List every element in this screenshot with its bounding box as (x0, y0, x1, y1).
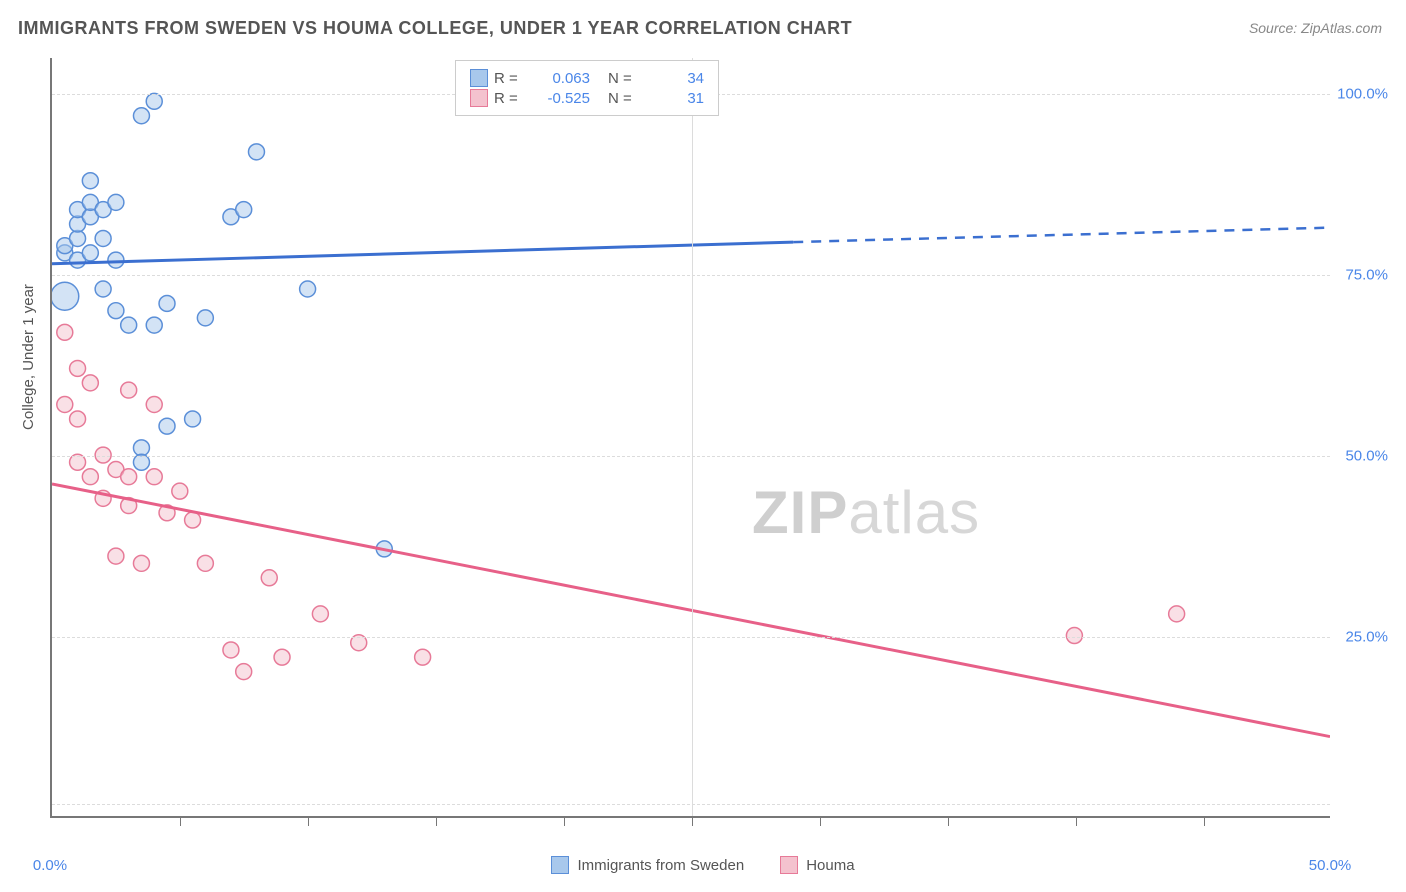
legend-n-label: N = (608, 90, 638, 107)
scatter-point (133, 555, 149, 571)
scatter-point (70, 230, 86, 246)
scatter-point (95, 447, 111, 463)
scatter-point (197, 310, 213, 326)
legend-series-label: Houma (806, 857, 854, 874)
trend-line-blue-solid (52, 242, 793, 264)
x-tick (564, 816, 565, 826)
source-label: Source: ZipAtlas.com (1249, 20, 1382, 36)
scatter-point (108, 303, 124, 319)
scatter-point (57, 324, 73, 340)
y-tick-label: 50.0% (1345, 448, 1388, 465)
scatter-point (108, 548, 124, 564)
x-tick (1076, 816, 1077, 826)
gridline-h (52, 637, 1330, 638)
x-tick (692, 816, 693, 826)
x-tick (436, 816, 437, 826)
swatch-blue (551, 856, 569, 874)
scatter-point (1066, 628, 1082, 644)
scatter-point (121, 317, 137, 333)
swatch-blue (470, 69, 488, 87)
legend-r-label: R = (494, 70, 524, 87)
scatter-point (261, 570, 277, 586)
scatter-point (274, 649, 290, 665)
plot-svg (52, 58, 1330, 816)
y-tick-label: 25.0% (1345, 629, 1388, 646)
scatter-point (108, 252, 124, 268)
scatter-point (108, 194, 124, 210)
scatter-point (159, 295, 175, 311)
gridline-h (52, 456, 1330, 457)
x-tick (180, 816, 181, 826)
scatter-point (415, 649, 431, 665)
y-tick-label: 100.0% (1337, 86, 1388, 103)
plot-area: ZIPatlas (50, 58, 1330, 818)
scatter-point (172, 483, 188, 499)
scatter-point (57, 397, 73, 413)
swatch-pink (470, 89, 488, 107)
legend-n-value: 34 (644, 70, 704, 87)
scatter-point (236, 664, 252, 680)
legend-bottom: Immigrants from Sweden Houma (0, 856, 1406, 878)
legend-n-value: 31 (644, 90, 704, 107)
trend-line-blue-dashed (793, 228, 1330, 242)
scatter-point (1169, 606, 1185, 622)
legend-series-label: Immigrants from Sweden (577, 857, 744, 874)
legend-top: R = 0.063 N = 34 R = -0.525 N = 31 (455, 60, 719, 116)
x-tick-label: 0.0% (33, 857, 67, 874)
legend-bottom-item: Houma (780, 856, 854, 874)
scatter-point (312, 606, 328, 622)
scatter-point (133, 108, 149, 124)
scatter-point (70, 360, 86, 376)
x-tick (1204, 816, 1205, 826)
trend-line-pink (52, 484, 1330, 737)
scatter-point (146, 469, 162, 485)
scatter-point (82, 375, 98, 391)
scatter-point (121, 469, 137, 485)
scatter-point (52, 282, 79, 310)
legend-n-label: N = (608, 70, 638, 87)
x-tick (308, 816, 309, 826)
y-axis-label: College, Under 1 year (20, 284, 37, 430)
scatter-point (82, 245, 98, 261)
scatter-point (133, 440, 149, 456)
scatter-point (185, 411, 201, 427)
legend-r-value: 0.063 (530, 70, 590, 87)
scatter-point (146, 93, 162, 109)
scatter-point (236, 202, 252, 218)
scatter-point (146, 397, 162, 413)
legend-r-value: -0.525 (530, 90, 590, 107)
scatter-point (95, 281, 111, 297)
gridline-h (52, 804, 1330, 805)
scatter-point (300, 281, 316, 297)
legend-top-row: R = 0.063 N = 34 (470, 69, 704, 87)
gridline-v (692, 58, 693, 816)
scatter-point (159, 418, 175, 434)
x-tick (820, 816, 821, 826)
y-tick-label: 75.0% (1345, 267, 1388, 284)
legend-top-row: R = -0.525 N = 31 (470, 89, 704, 107)
scatter-point (82, 173, 98, 189)
scatter-point (248, 144, 264, 160)
x-tick (948, 816, 949, 826)
legend-bottom-item: Immigrants from Sweden (551, 856, 744, 874)
scatter-point (70, 411, 86, 427)
legend-r-label: R = (494, 90, 524, 107)
swatch-pink (780, 856, 798, 874)
chart-title: IMMIGRANTS FROM SWEDEN VS HOUMA COLLEGE,… (18, 18, 852, 39)
scatter-point (95, 230, 111, 246)
scatter-point (197, 555, 213, 571)
scatter-point (146, 317, 162, 333)
gridline-h (52, 275, 1330, 276)
scatter-point (82, 469, 98, 485)
scatter-point (121, 382, 137, 398)
scatter-point (185, 512, 201, 528)
scatter-point (223, 642, 239, 658)
x-tick-label: 50.0% (1309, 857, 1352, 874)
